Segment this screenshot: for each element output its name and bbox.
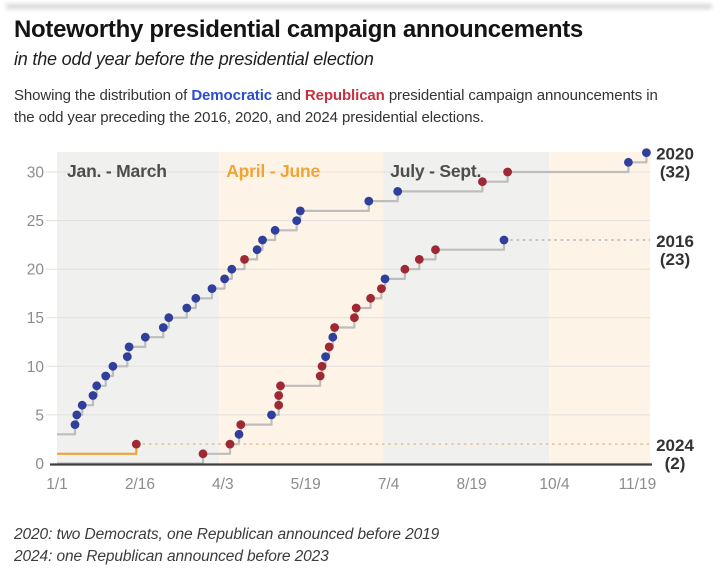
announcement-dot-2024-2-14-republican [131, 439, 141, 449]
announcement-dot-2016-5-27-republican [315, 371, 325, 381]
page-subtitle: in the odd year before the presidential … [14, 48, 374, 69]
announcement-dot-2020-3-28-democrat [207, 284, 217, 293]
announcement-dot-2020-2-1-democrat [108, 361, 118, 371]
announcement-dot-2020-3-19-democrat [191, 293, 201, 303]
announcement-dot-2016-7-21-republican [414, 255, 424, 264]
announcement-dot-2016-7-13-republican [400, 264, 410, 274]
y-axis-label-15: 15 [27, 310, 44, 327]
period-band-july-sept- [383, 152, 549, 465]
announcement-dot-2020-4-25-democrat [258, 235, 267, 245]
y-axis-label-25: 25 [27, 213, 44, 230]
announcement-dot-2020-2-9-democrat [122, 352, 132, 361]
announcement-dot-2016-5-28-republican [317, 361, 327, 371]
announcement-dot-2016-5-30-democrat [321, 352, 330, 361]
footnote-2020: 2020: two Democrats, one Republican anno… [14, 526, 440, 543]
x-axis-label-2-16: 2/16 [125, 476, 155, 493]
announcement-dot-2016-4-7-republican [225, 439, 235, 449]
series-year-label-2020: 2020 [656, 145, 694, 164]
chart-footnotes: 2020: two Democrats, one Republican anno… [14, 524, 439, 569]
announcement-dot-2020-5-2-democrat [270, 225, 280, 235]
page-title: Noteworthy presidential campaign announc… [14, 16, 583, 43]
announcement-dot-2020-1-12-democrat [72, 410, 82, 420]
announcement-dot-2016-9-6-democrat [499, 235, 509, 245]
announcement-dot-2020-4-15-republican [240, 255, 249, 264]
band-label-april-june: April - June [226, 161, 320, 181]
announcement-dot-2016-6-3-democrat [328, 332, 338, 342]
x-axis-label-4-3: 4/3 [212, 476, 234, 493]
x-axis-label-1-1: 1/1 [46, 476, 68, 493]
x-axis-label-10-4: 10/4 [539, 476, 570, 493]
announcement-dot-2020-7-9-democrat [393, 187, 403, 196]
announcement-dot-2020-1-15-democrat [77, 400, 87, 410]
announcement-dot-2016-7-2-democrat [380, 274, 390, 284]
footnote-2024: 2024: one Republican announced before 20… [14, 548, 329, 566]
announcement-dot-2020-3-14-democrat [182, 303, 192, 313]
series-count-label-2016: (23) [660, 250, 690, 269]
announcement-dot-2020-1-21-democrat [88, 391, 98, 400]
announcement-dot-2020-4-8-democrat [227, 264, 237, 274]
series-count-label-2020: (32) [660, 163, 690, 182]
announcement-dot-2020-4-4-democrat [220, 274, 230, 284]
announcement-dot-2020-1-11-democrat [70, 420, 80, 429]
announcement-dot-2020-11-24-democrat [642, 148, 651, 158]
y-axis-label-10: 10 [27, 359, 45, 376]
chart-header: Noteworthy presidential campaign announc… [14, 16, 704, 145]
chart-description: Showing the distribution of Democratic a… [14, 85, 662, 130]
announcement-dot-2016-6-4-republican [330, 323, 339, 332]
x-axis-label-11-19: 11/19 [619, 476, 657, 493]
x-axis-label-8-19: 8/19 [457, 476, 487, 493]
y-axis-label-5: 5 [35, 407, 44, 424]
announcement-dot-2016-4-30-democrat [267, 410, 276, 420]
announcement-dot-2016-6-30-republican [377, 284, 386, 293]
announcement-dot-2020-1-23-democrat [92, 381, 102, 391]
announcement-dot-2020-6-23-democrat [364, 196, 374, 206]
announcement-dot-2020-11-14-democrat [624, 157, 633, 167]
announcement-dot-2016-5-4-republican [274, 400, 284, 410]
announcement-dot-2016-3-23-republican [198, 449, 208, 459]
announcement-dot-2016-6-24-republican [366, 293, 375, 303]
x-axis-label-7-4: 7/4 [378, 476, 400, 493]
band-label-jan-march: Jan. - March [67, 161, 167, 181]
y-axis-label-20: 20 [27, 262, 45, 279]
announcement-dot-2020-2-19-democrat [140, 332, 150, 342]
announcement-dot-2020-2-10-democrat [124, 342, 134, 352]
y-axis-label-0: 0 [35, 456, 44, 473]
announcement-dot-2016-5-5-republican [276, 381, 285, 391]
announcement-dot-2016-4-12-democrat [234, 429, 244, 439]
x-axis-label-5-19: 5/19 [291, 476, 321, 493]
band-label-july-sept-: July - Sept. [390, 161, 481, 181]
series-year-label-2016: 2016 [656, 232, 694, 251]
description-prefix: Showing the distribution of [14, 86, 192, 104]
announcement-dot-2016-7-30-republican [431, 245, 440, 255]
announcement-dot-2016-4-13-republican [236, 420, 246, 429]
series-count-label-2024: (2) [665, 454, 686, 473]
announcement-dot-2016-6-15-republican [350, 313, 359, 323]
screenshot-edge-artifact [6, 4, 712, 9]
series-year-label-2024: 2024 [656, 436, 694, 455]
democratic-legend-word: Democratic [191, 86, 273, 104]
announcement-dot-2016-5-4-republican [274, 391, 284, 400]
announcement-dot-2020-8-25-republican [478, 177, 487, 187]
republican-legend-word: Republican [304, 86, 385, 104]
y-axis-label-30: 30 [27, 165, 45, 182]
period-band-oct-dec [549, 152, 650, 465]
description-suffix: presidential campaign announcements in t… [14, 86, 658, 127]
announcement-dot-2016-6-16-republican [351, 303, 361, 313]
announcement-dot-2016-6-1-republican [324, 342, 334, 352]
announcement-dot-2020-1-28-democrat [101, 371, 111, 381]
announcement-dot-2020-3-1-democrat [158, 323, 168, 332]
announcement-dot-2020-5-16-democrat [295, 206, 305, 216]
announcement-dot-2020-5-14-democrat [292, 216, 302, 226]
announcement-dot-2020-3-4-democrat [164, 313, 174, 323]
announcement-dot-2020-9-8-republican [503, 167, 512, 177]
series-line-2016 [57, 240, 506, 465]
description-mid: and [272, 86, 305, 104]
announcement-dot-2020-4-22-democrat [252, 245, 262, 255]
